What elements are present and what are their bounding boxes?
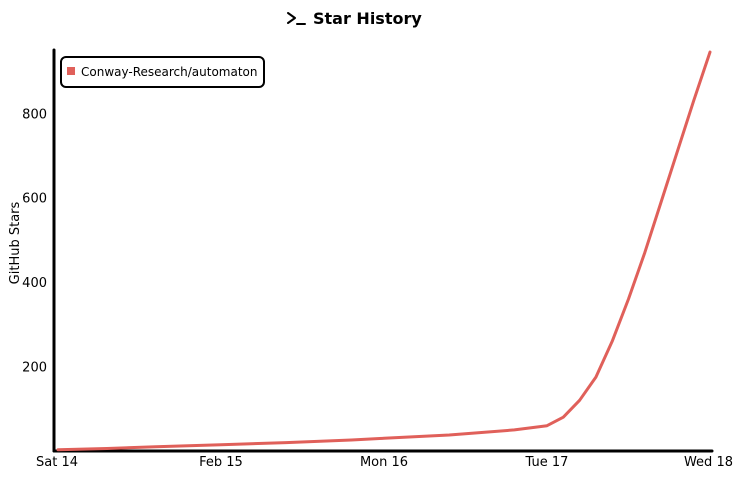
y-tick-label: 400 bbox=[22, 276, 47, 291]
y-tick-labels: 200 400 600 800 bbox=[22, 107, 47, 375]
x-tick-label: Sat 14 bbox=[36, 455, 78, 470]
chart-title-text: Star History bbox=[313, 9, 422, 28]
y-tick-label: 200 bbox=[22, 361, 47, 376]
x-tick-labels: Sat 14 Feb 15 Mon 16 Tue 17 Wed 18 bbox=[36, 455, 733, 470]
series-line-conway-research-automaton bbox=[56, 50, 712, 452]
legend-box bbox=[60, 56, 265, 88]
x-tick-label: Wed 18 bbox=[684, 455, 733, 470]
legend-swatch bbox=[67, 67, 75, 75]
chart-title: Star History bbox=[287, 9, 422, 28]
y-axis-label: GitHub Stars bbox=[8, 201, 23, 284]
y-tick-label: 600 bbox=[22, 192, 47, 207]
x-tick-label: Tue 17 bbox=[525, 455, 569, 470]
legend-entry-label: Conway-Research/automaton bbox=[81, 65, 258, 79]
x-tick-label: Feb 15 bbox=[199, 455, 243, 470]
y-tick-label: 800 bbox=[22, 107, 47, 122]
legend: Conway-Research/automaton bbox=[60, 56, 265, 88]
terminal-prompt-icon bbox=[287, 12, 306, 25]
x-tick-label: Mon 16 bbox=[360, 455, 408, 470]
